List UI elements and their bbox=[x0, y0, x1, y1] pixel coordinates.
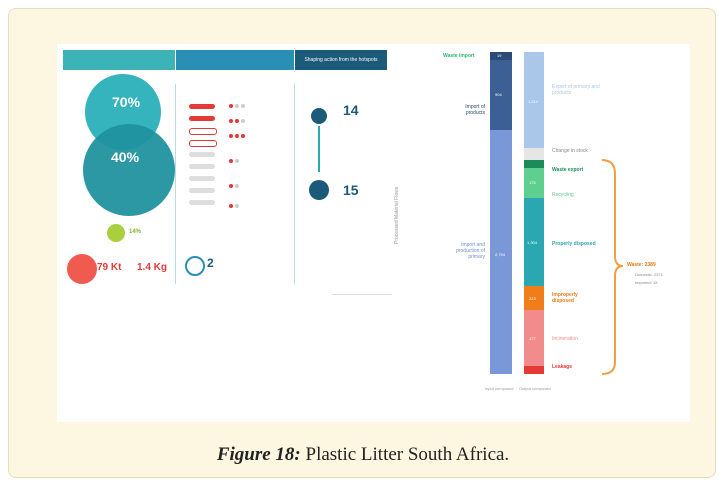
divider-2 bbox=[294, 84, 295, 284]
bar-stock bbox=[524, 148, 544, 160]
dot bbox=[229, 184, 233, 188]
footer-icon bbox=[185, 256, 205, 276]
dot bbox=[241, 119, 245, 123]
figure-caption: Figure 18: Plastic Litter South Africa. bbox=[0, 444, 726, 466]
header-band-3: Shaping action from the hotspots bbox=[295, 50, 387, 70]
figure-image: Shaping action from the hotspots 70% 40%… bbox=[57, 44, 690, 422]
label-import-products: Import of products bbox=[465, 104, 485, 116]
pill-6 bbox=[189, 164, 215, 169]
pill-9 bbox=[189, 200, 215, 205]
val-properly: 1,304 bbox=[527, 240, 538, 245]
action-icon-2 bbox=[309, 180, 329, 200]
header-band-2 bbox=[176, 50, 294, 70]
dot bbox=[229, 134, 233, 138]
dot bbox=[235, 134, 239, 138]
caption-label: Figure 18: bbox=[216, 444, 301, 465]
val-primary: 2,794 bbox=[495, 252, 506, 257]
label-export: Export of primary and products bbox=[552, 84, 600, 96]
header-band-1 bbox=[63, 50, 175, 70]
bar-properly bbox=[524, 198, 544, 286]
footer-value: 2 bbox=[207, 256, 214, 270]
label-waste-export: Waste export bbox=[552, 167, 584, 173]
dot bbox=[241, 134, 245, 138]
action-value-1: 14 bbox=[343, 102, 359, 118]
divider-1 bbox=[175, 84, 176, 284]
dot bbox=[235, 204, 239, 208]
dot bbox=[235, 184, 239, 188]
waste-bracket bbox=[601, 159, 624, 375]
red-stat-icon bbox=[67, 254, 97, 284]
bar-import-products bbox=[490, 60, 512, 130]
label-stock: Change in stock bbox=[552, 148, 588, 154]
dot bbox=[235, 119, 239, 123]
col-label-input: Input composed bbox=[485, 386, 514, 391]
label-improperly: Improperly disposed bbox=[552, 292, 578, 304]
dot bbox=[235, 159, 239, 163]
label-waste-import: Waste import bbox=[443, 53, 475, 59]
pill-2 bbox=[189, 116, 215, 121]
pill-4 bbox=[189, 140, 217, 147]
bar-recycling bbox=[524, 168, 544, 198]
label-incineration: Incineration bbox=[552, 336, 578, 342]
pill-3 bbox=[189, 128, 217, 135]
label-properly: Properly disposed bbox=[552, 241, 596, 247]
label-recycling: Recycling bbox=[552, 192, 574, 198]
action-value-2: 15 bbox=[343, 182, 359, 198]
dot bbox=[235, 104, 239, 108]
bar-leakage bbox=[524, 366, 544, 374]
waste-imported: Imported: 18 bbox=[635, 280, 658, 285]
small-circle-value: 14% bbox=[129, 229, 142, 235]
pill-7 bbox=[189, 176, 215, 181]
inner-circle-value: 40% bbox=[111, 149, 140, 165]
outer-circle-value: 70% bbox=[112, 94, 141, 110]
label-leakage: Leakage bbox=[552, 364, 573, 370]
dot bbox=[229, 104, 233, 108]
val-recycling: 175 bbox=[529, 180, 536, 185]
stat-right-value: 1.4 Kg bbox=[137, 262, 168, 273]
pill-8 bbox=[189, 188, 215, 193]
dot bbox=[229, 159, 233, 163]
dot bbox=[241, 104, 245, 108]
val-incineration: 477 bbox=[529, 336, 536, 341]
val-improperly: 223 bbox=[529, 296, 536, 301]
action-icon-1 bbox=[311, 108, 327, 124]
label-primary: Import and production of primary bbox=[456, 242, 485, 260]
bar-export bbox=[524, 52, 544, 148]
bar-improperly bbox=[524, 286, 544, 310]
action-connector bbox=[318, 126, 320, 172]
stat-left-value: 79 Kt bbox=[97, 262, 122, 273]
bar-primary bbox=[490, 130, 512, 374]
bar-waste-import bbox=[490, 52, 512, 60]
bar-waste-export bbox=[524, 160, 544, 168]
val-waste-import: 19 bbox=[497, 53, 502, 58]
bar-incineration bbox=[524, 310, 544, 366]
pill-5 bbox=[189, 152, 215, 157]
rule bbox=[332, 294, 392, 295]
small-circle bbox=[107, 224, 125, 242]
caption-text: Plastic Litter South Africa. bbox=[305, 444, 510, 465]
waste-total: Waste: 2389 bbox=[627, 262, 656, 268]
pill-1 bbox=[189, 104, 215, 109]
col-label-output: Output composed bbox=[519, 386, 551, 391]
val-import-products: 904 bbox=[495, 92, 502, 97]
dot bbox=[229, 204, 233, 208]
val-export: 1,014 bbox=[528, 99, 539, 104]
dot bbox=[229, 119, 233, 123]
inner-circle bbox=[83, 124, 175, 216]
waste-domestic: Domestic: 2371 bbox=[635, 272, 663, 277]
